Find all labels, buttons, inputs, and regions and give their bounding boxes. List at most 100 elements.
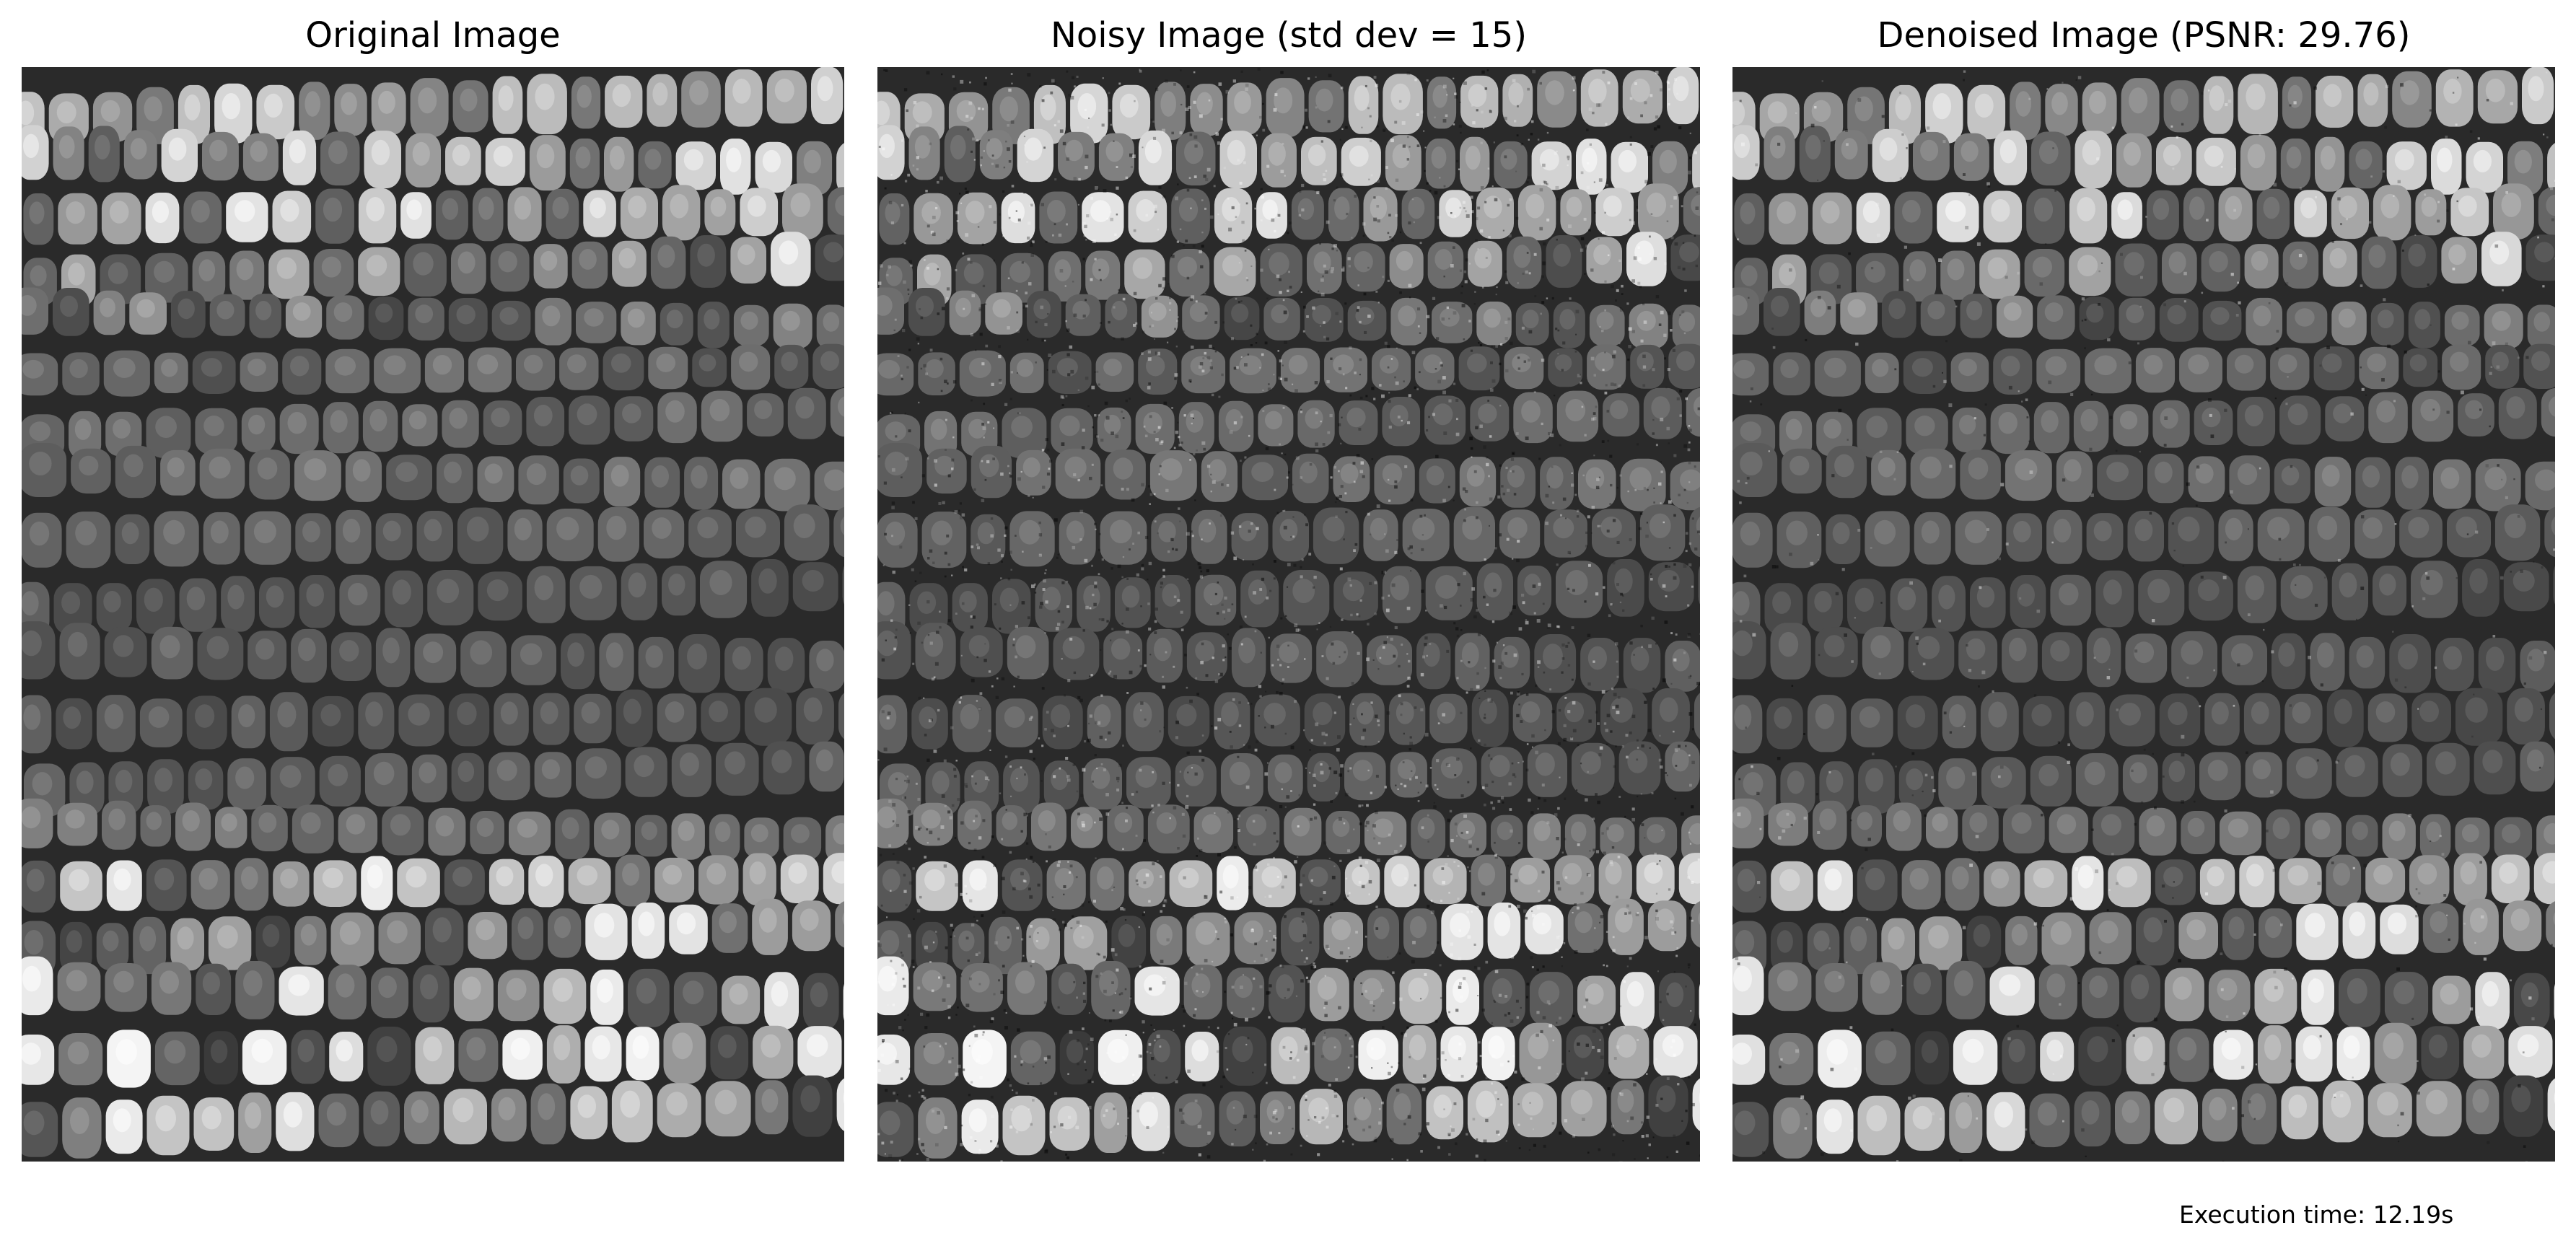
kernel-highlight xyxy=(2533,312,2551,332)
noise-speck xyxy=(1084,224,1087,229)
noise-speck xyxy=(1139,1071,1142,1075)
kernel-highlight xyxy=(1553,517,1574,539)
noise-speck xyxy=(1220,1085,1223,1089)
kernel-highlight xyxy=(1696,517,1700,535)
noise-speck xyxy=(1581,405,1584,408)
noise-speck xyxy=(1364,825,1367,828)
noise-speck xyxy=(1492,807,1496,810)
kernel-highlight xyxy=(342,518,361,543)
kernel-highlight xyxy=(820,351,839,371)
noise-speck xyxy=(944,1125,947,1130)
noise-speck xyxy=(1394,376,1396,379)
noise-speck xyxy=(1136,883,1139,886)
kernel-highlight xyxy=(1958,359,1977,377)
noise-speck xyxy=(1155,438,1159,442)
noise-speck xyxy=(1419,242,1422,245)
noise-speck xyxy=(1328,74,1332,78)
noise-speck xyxy=(878,943,882,947)
noise-speck xyxy=(1292,1128,1294,1130)
noise-speck xyxy=(1106,1052,1109,1054)
noise-speck xyxy=(990,1095,994,1099)
kernel-highlight xyxy=(1733,359,1755,379)
noise-speck xyxy=(1381,1101,1384,1105)
noise-speck xyxy=(1240,986,1243,989)
noise-speck xyxy=(1670,329,1673,332)
kernel-highlight xyxy=(1352,760,1373,781)
noise-speck xyxy=(1082,221,1086,226)
noise-speck xyxy=(1063,893,1065,895)
noise-speck xyxy=(1052,369,1056,374)
noise-speck xyxy=(1082,1027,1085,1030)
kernel-highlight xyxy=(1189,302,1209,322)
noise-speck xyxy=(1361,885,1364,888)
noise-speck xyxy=(1095,186,1098,190)
kernel-highlight xyxy=(1307,144,1326,166)
noise-speck xyxy=(1292,383,1294,385)
noise-speck xyxy=(932,941,935,944)
noise-speck xyxy=(1625,734,1629,737)
noise-speck xyxy=(1005,140,1007,143)
noise-speck xyxy=(1497,1133,1500,1136)
kernel-highlight xyxy=(334,356,356,376)
kernel-highlight xyxy=(1313,701,1333,726)
noise-speck xyxy=(1064,923,1067,927)
noise-speck xyxy=(1330,902,1333,906)
noise-speck xyxy=(1250,703,1253,705)
noise-speck xyxy=(970,333,973,337)
noise-speck xyxy=(1020,766,1022,769)
noise-speck xyxy=(1252,1071,1254,1074)
kernel-highlight xyxy=(758,568,777,594)
noise-speck xyxy=(1320,1055,1324,1058)
noise-speck xyxy=(1060,1123,1064,1127)
noise-speck xyxy=(1541,359,1545,362)
noise-speck xyxy=(1516,714,1520,718)
noise-speck xyxy=(1585,531,1588,534)
kernel-highlight xyxy=(810,982,828,1008)
noise-speck xyxy=(888,1154,893,1158)
noise-speck xyxy=(1154,1040,1156,1042)
kernel-highlight xyxy=(1297,198,1315,220)
noise-speck xyxy=(1354,372,1357,374)
noise-speck xyxy=(1491,620,1495,623)
kernel-highlight xyxy=(1040,94,1056,120)
kernel-highlight xyxy=(878,965,897,992)
noise-speck xyxy=(930,719,933,721)
kernel-highlight xyxy=(437,579,460,603)
noise-speck xyxy=(1533,1144,1536,1147)
kernel-highlight xyxy=(1699,1092,1700,1105)
kernel-highlight xyxy=(1465,145,1481,170)
noise-speck xyxy=(1149,325,1152,328)
kernel-highlight xyxy=(476,817,494,838)
noise-speck xyxy=(1528,272,1531,275)
noise-speck xyxy=(1116,166,1118,168)
noise-speck xyxy=(1187,1069,1191,1074)
kernel-highlight xyxy=(1811,100,1831,123)
noise-speck xyxy=(984,776,989,780)
kernel-highlight xyxy=(1823,357,1846,378)
kernel-highlight xyxy=(1694,396,1700,417)
kernel-highlight xyxy=(182,810,200,832)
kernel-highlight xyxy=(366,197,385,221)
noise-speck xyxy=(1542,1016,1546,1019)
noise-speck xyxy=(1155,87,1159,92)
noise-speck xyxy=(1327,120,1331,123)
noise-speck xyxy=(1344,492,1347,495)
noise-speck xyxy=(1545,493,1549,498)
kernel-highlight xyxy=(1999,139,2017,164)
noise-speck xyxy=(1264,896,1266,898)
noise-speck xyxy=(1668,82,1670,84)
noise-speck xyxy=(1222,321,1225,324)
noise-speck xyxy=(1092,900,1096,903)
noise-speck xyxy=(1609,455,1613,458)
noise-speck xyxy=(1306,315,1309,318)
noise-speck xyxy=(1392,971,1395,974)
noise-speck xyxy=(1143,911,1145,913)
noise-speck xyxy=(1666,1156,1669,1159)
kernel-highlight xyxy=(115,769,133,793)
noise-speck xyxy=(1561,1063,1564,1066)
noise-speck xyxy=(1382,128,1386,132)
noise-speck xyxy=(1498,533,1502,537)
kernel-highlight xyxy=(243,970,263,996)
noise-speck xyxy=(1174,373,1178,377)
noise-speck xyxy=(1196,990,1199,993)
